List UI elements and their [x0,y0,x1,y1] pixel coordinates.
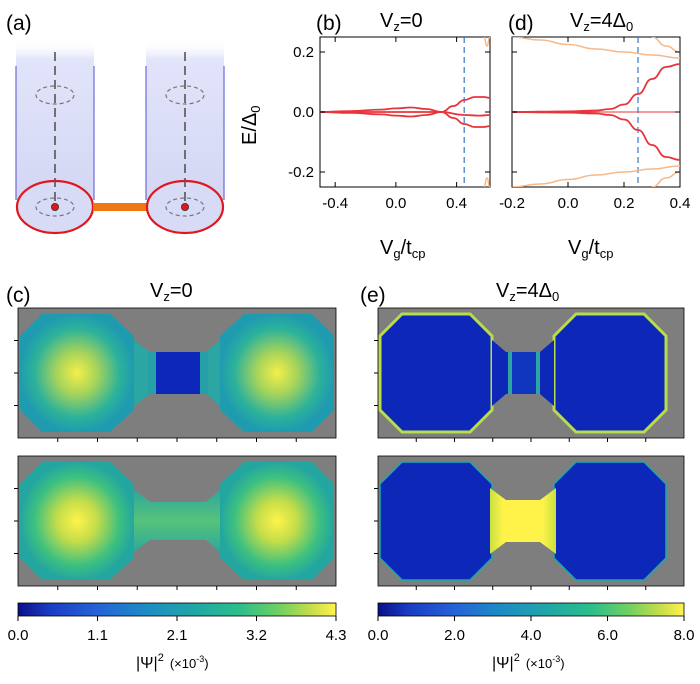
colorbar-tick-label: 3.2 [246,627,267,644]
heatmap-panel-c: (c) Vz=0 0.0 1.1 2.1 3.2 4.3 |Ψ|2 (×10-3) [6,280,346,672]
colorbar-c: 0.0 1.1 2.1 3.2 4.3 |Ψ|2 (×10-3) [8,602,347,672]
x-tick-label: 0.0 [385,195,406,212]
right-blob [220,462,334,580]
series-line-4 [512,37,680,59]
x-axis-label-b: Vg/tcp [380,237,425,261]
left-lower-vortex [35,197,75,217]
colorbar-tick-label: 0.0 [368,627,389,644]
right-nanowire-cylinder [145,40,225,235]
colorbar-tick-label: 2.1 [167,627,188,644]
heatmap-c-bottom [17,455,337,587]
colorbar-tick-label: 4.3 [326,627,347,644]
series-line-2 [512,111,680,161]
series-line-5 [483,177,490,187]
right-lower-vortex [165,197,205,217]
series-line-4 [483,37,490,47]
left-nanowire-cylinder [15,40,95,235]
y-tick-label: 0.2 [293,44,314,61]
left-blob [379,461,493,581]
colorbar-label-e: |Ψ|2 (×10-3) [492,652,565,672]
series-line-5 [512,165,680,187]
colorbar-label-c: |Ψ|2 (×10-3) [136,652,209,672]
colorbar-tick-label: 4.0 [521,627,542,644]
right-blob [220,314,334,432]
chart-panel-d: (d) Vz=4Δ0 -0.2 0.0 0.2 0.4 Vg/tcp [499,10,690,261]
colorbar-tick-label: 2.0 [444,627,465,644]
plot-area-d [512,37,680,187]
heatmap-panel-e: (e) Vz=4Δ0 0.0 2.0 4.0 6.0 8.0 |Ψ|2 (×10-3) [360,280,694,672]
series-line-1 [512,63,680,113]
schematic-panel-a: (a) [6,12,225,235]
x-tick-label: 0.4 [670,195,691,212]
heatmap-ticks-c [14,340,297,590]
series-line-6 [651,37,680,53]
series-line-2 [320,96,490,118]
bridge-region [134,490,220,552]
right-dot [180,202,189,211]
heatmap-ticks-e [374,340,647,590]
left-blob [20,462,134,580]
panel-label-b: (b) [316,12,342,35]
x-tick-label: -0.4 [322,195,348,212]
colorbar-tick-label: 0.0 [8,627,29,644]
x-tick-label: 0.0 [558,195,579,212]
bridge-region [490,488,556,554]
right-upper-vortex [165,85,205,105]
panel-label-d: (d) [508,12,534,35]
left-blob [20,314,134,432]
panel-label-c: (c) [6,284,31,307]
x-tick-label: 0.4 [446,195,467,212]
chart-panel-b: (b) Vz=0 -0.4 0.0 0.4 -0.2 0.0 0.2 E/Δ0 Vg/tc… [239,10,491,261]
series-line-3 [320,111,490,117]
x-axis-label-d: Vg/tcp [568,237,613,261]
left-blob [378,312,494,434]
colorbar-e: 0.0 2.0 4.0 6.0 8.0 |Ψ|2 (×10-3) [368,602,695,672]
bridge-region [156,352,200,394]
x-tick-label: 0.2 [614,195,635,212]
series-line-7 [651,171,680,187]
series-line-1 [320,106,490,128]
bridge-region [508,352,540,394]
y-axis-label: E/Δ0 [239,106,263,146]
panel-label-a: (a) [6,12,32,35]
bridge-bar [93,203,147,211]
left-upper-vortex [35,85,75,105]
left-dot [51,202,60,211]
plot-area-b [320,37,490,187]
panel-label-e: (e) [360,284,386,307]
heatmap-c-top [17,307,337,439]
title-b: Vz=0 [380,10,423,34]
y-tick-label: 0.0 [293,104,314,121]
title-d: Vz=4Δ0 [570,10,633,34]
colorbar-tick-label: 1.1 [87,627,108,644]
heatmap-e-bottom [377,455,685,587]
colorbar-tick-label: 8.0 [674,627,695,644]
x-tick-label: -0.2 [499,195,525,212]
title-e: Vz=4Δ0 [496,280,559,304]
heatmap-e-top [377,307,685,439]
ticks-b: -0.4 0.0 0.4 -0.2 0.0 0.2 [288,37,490,212]
title-c: Vz=0 [150,280,193,304]
right-blob [553,461,667,581]
colorbar-tick-label: 6.0 [597,627,618,644]
y-tick-label: -0.2 [288,164,314,181]
right-blob [552,312,668,434]
ticks-d: -0.2 0.0 0.2 0.4 [499,37,690,212]
